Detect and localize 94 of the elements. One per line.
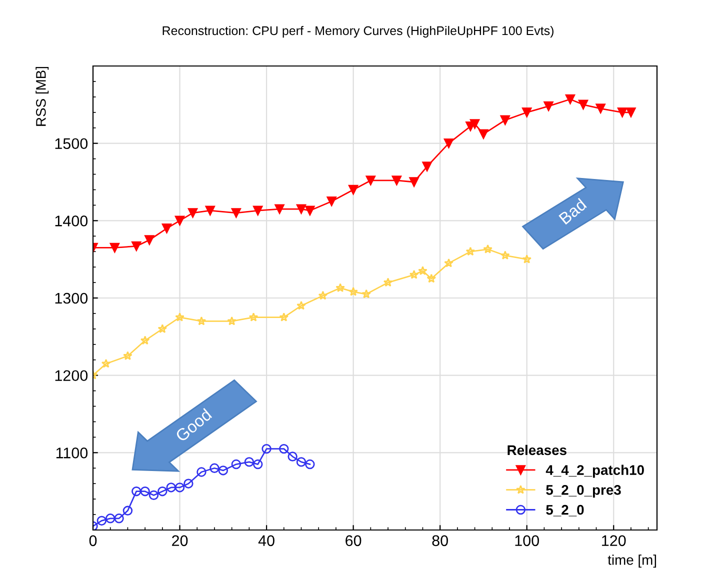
- point: [336, 283, 345, 292]
- point: [444, 258, 454, 268]
- x-tick-label: 0: [89, 535, 97, 546]
- y-tick-label: 1200: [55, 370, 88, 382]
- point: [196, 467, 206, 477]
- point: [305, 459, 315, 470]
- point: [227, 316, 236, 326]
- point: [158, 486, 168, 496]
- point: [444, 138, 454, 148]
- y-tick-label: 1500: [55, 138, 88, 150]
- legend-label: 4_4_2_patch10: [546, 464, 644, 478]
- point: [101, 358, 111, 368]
- point: [144, 235, 154, 245]
- chart-title: Reconstruction: CPU perf - Memory Curves (HighPileUpHPF 100 Evts): [162, 26, 554, 38]
- point: [248, 312, 258, 322]
- point: [122, 506, 133, 516]
- point: [188, 208, 198, 218]
- point: [426, 274, 436, 283]
- point: [132, 486, 142, 496]
- point: [596, 104, 606, 114]
- point: [279, 444, 289, 454]
- point: [231, 208, 242, 218]
- point: [362, 289, 371, 298]
- legend-label: 5_2_0_pre3: [546, 485, 621, 498]
- legend-title: Releases: [508, 444, 566, 456]
- point: [483, 244, 492, 254]
- point: [288, 452, 298, 462]
- point: [296, 204, 306, 214]
- y-tick-label: 1400: [55, 216, 88, 226]
- y-axis-title: RSS [MB]: [36, 66, 49, 126]
- point: [262, 444, 272, 454]
- point: [522, 254, 532, 264]
- point: [617, 108, 628, 118]
- x-axis-title: time [m]: [608, 554, 656, 568]
- point: [409, 270, 419, 279]
- point: [500, 250, 510, 260]
- point: [158, 324, 168, 333]
- point: [274, 204, 284, 214]
- x-tick-label: 100: [515, 535, 539, 546]
- point: [348, 286, 358, 296]
- x-tick-label: 20: [172, 535, 188, 546]
- point: [544, 101, 554, 112]
- point: [110, 242, 120, 253]
- point: [296, 300, 306, 310]
- annotation: Bad: [558, 198, 587, 225]
- point: [140, 486, 150, 496]
- point: [140, 336, 150, 345]
- point: [409, 177, 419, 187]
- point: [522, 108, 532, 118]
- point: [148, 490, 159, 500]
- point: [205, 206, 215, 216]
- point: [175, 312, 184, 322]
- point: [626, 108, 636, 118]
- point: [96, 516, 107, 526]
- point: [231, 459, 242, 470]
- point: [132, 241, 142, 252]
- point: [318, 290, 328, 300]
- point: [210, 463, 220, 473]
- point: [470, 119, 480, 129]
- point: [114, 514, 124, 524]
- x-tick-label: 80: [432, 535, 448, 546]
- point: [305, 206, 315, 216]
- point: [466, 246, 476, 256]
- point: [166, 482, 176, 492]
- x-tick-label: 60: [346, 535, 362, 546]
- point: [184, 478, 194, 488]
- point: [244, 457, 254, 467]
- y-tick-label: 1300: [55, 292, 88, 304]
- point: [478, 129, 488, 139]
- point: [565, 94, 576, 104]
- y-tick-label: 1100: [56, 448, 88, 458]
- point: [366, 176, 376, 186]
- point: [174, 216, 185, 226]
- point: [296, 457, 306, 467]
- point: [174, 482, 185, 492]
- point: [279, 312, 289, 322]
- point: [392, 176, 402, 186]
- point: [162, 224, 172, 234]
- point: [218, 466, 228, 476]
- point: [578, 100, 588, 110]
- legend-label: 5_2_0: [546, 504, 584, 516]
- point: [418, 266, 428, 275]
- x-tick-label: 120: [602, 535, 626, 546]
- point: [348, 184, 358, 195]
- point: [123, 351, 132, 360]
- point: [500, 115, 510, 125]
- point: [326, 196, 336, 206]
- point: [196, 316, 206, 326]
- point: [105, 514, 116, 524]
- point: [422, 162, 432, 172]
- point: [253, 459, 263, 470]
- point: [383, 278, 393, 287]
- point: [253, 206, 263, 216]
- x-tick-label: 40: [258, 535, 274, 546]
